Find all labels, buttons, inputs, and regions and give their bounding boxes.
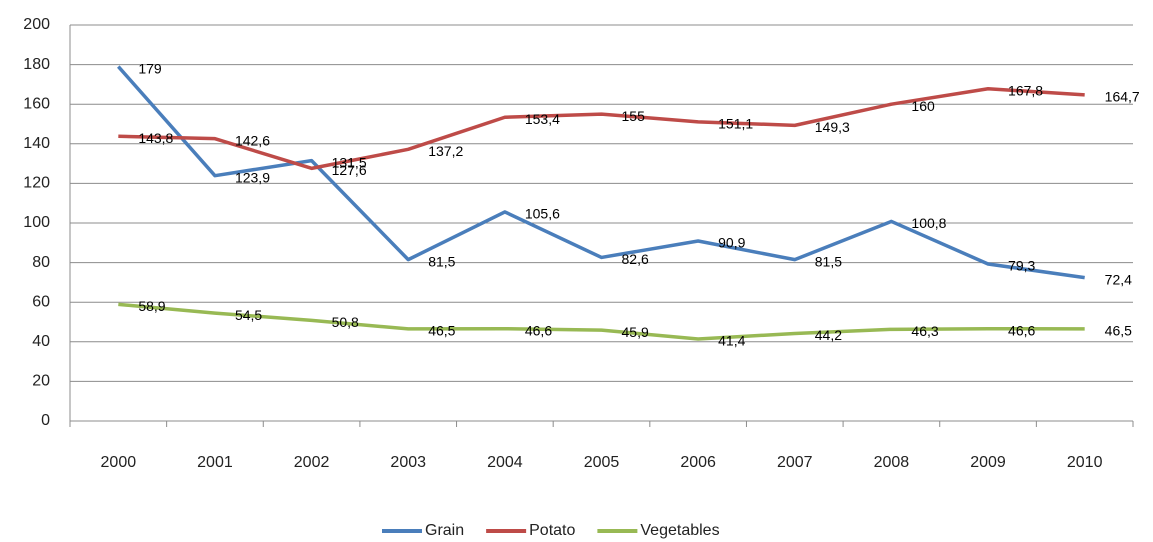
x-tick-label: 2007 [777,454,813,471]
x-tick-label: 2001 [197,454,233,471]
x-tick-label: 2000 [101,454,137,471]
legend-label: Grain [425,522,464,539]
data-label: 46,6 [525,322,552,338]
y-tick-label: 40 [32,333,50,350]
data-label: 127,6 [332,162,367,178]
data-label: 160 [911,98,935,114]
x-tick-label: 2008 [874,454,910,471]
x-tick-label: 2005 [584,454,620,471]
y-tick-label: 160 [23,95,50,112]
data-label: 153,4 [525,111,560,127]
data-label: 123,9 [235,169,270,185]
x-tick-label: 2010 [1067,454,1103,471]
y-tick-label: 140 [23,135,50,152]
y-tick-label: 100 [23,214,50,231]
data-label: 142,6 [235,132,270,148]
data-label: 44,2 [815,327,842,343]
x-tick-label: 2003 [390,454,426,471]
y-tick-label: 80 [32,254,50,271]
data-label: 105,6 [525,206,560,222]
data-label: 82,6 [622,251,649,267]
data-label: 164,7 [1105,89,1140,105]
data-label: 155 [622,108,646,124]
data-label: 58,9 [138,298,165,314]
data-label: 41,4 [718,333,745,349]
x-tick-label: 2009 [970,454,1006,471]
y-tick-label: 0 [41,412,50,429]
data-label: 100,8 [911,215,946,231]
data-label: 137,2 [428,143,463,159]
x-tick-label: 2002 [294,454,330,471]
legend-label: Potato [529,522,575,539]
y-tick-label: 20 [32,373,50,390]
legend-label: Vegetables [640,522,719,539]
data-label: 131,5 [332,154,367,170]
data-label: 46,5 [1105,323,1132,339]
data-label: 167,8 [1008,82,1043,98]
data-label: 46,5 [428,323,455,339]
x-tick-label: 2006 [680,454,716,471]
data-label: 54,5 [235,307,262,323]
data-label: 45,9 [622,324,649,340]
data-label: 81,5 [428,253,455,269]
data-label: 151,1 [718,116,753,132]
x-tick-label: 2004 [487,454,523,471]
data-label: 81,5 [815,253,842,269]
data-label: 149,3 [815,119,850,135]
y-tick-label: 200 [23,16,50,33]
data-label: 143,8 [138,130,173,146]
y-tick-label: 180 [23,56,50,73]
data-label: 46,6 [1008,322,1035,338]
data-label: 79,3 [1008,258,1035,274]
y-tick-label: 60 [32,293,50,310]
data-label: 72,4 [1105,271,1132,287]
series-line [117,65,1085,280]
data-label: 90,9 [718,235,745,251]
data-label: 50,8 [332,314,359,330]
data-label: 46,3 [911,323,938,339]
y-tick-label: 120 [23,175,50,192]
series-line [118,87,1085,171]
series-line [118,302,1085,341]
data-label: 179 [138,60,162,76]
